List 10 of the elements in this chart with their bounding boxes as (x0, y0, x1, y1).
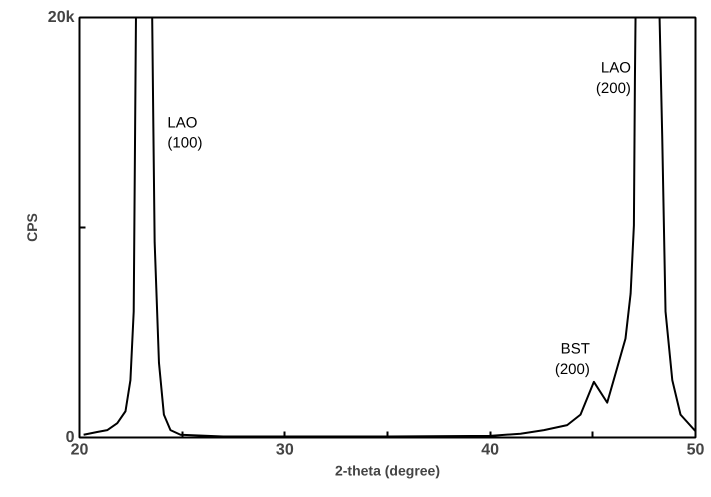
x-tick-label: 50 (686, 442, 704, 458)
y-axis-title: CPS (24, 213, 40, 242)
x-tick-label: 40 (481, 442, 500, 458)
x-tick-label: 30 (276, 442, 294, 458)
x-tick-label: 20 (70, 442, 88, 458)
x-axis-title: 2-theta (degree) (334, 462, 440, 478)
y-tick-label: 20k (48, 9, 75, 26)
annotation: LAO (100) (167, 114, 202, 152)
annotation: BST (200) (554, 340, 590, 378)
annotation: LAO (200) (596, 60, 631, 98)
